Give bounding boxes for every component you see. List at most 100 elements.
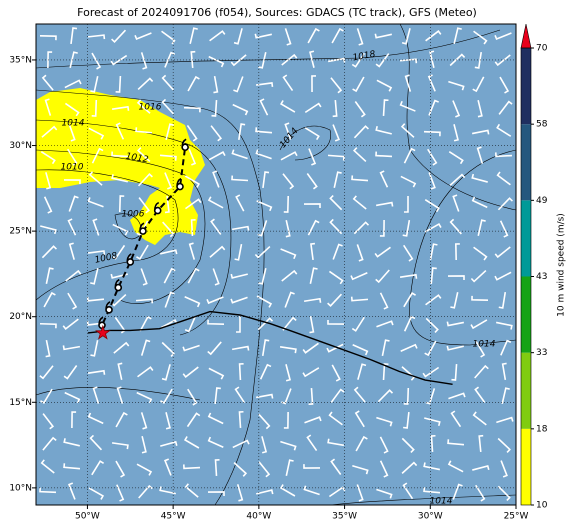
wind-barb: [161, 30, 176, 45]
wind-barb: [262, 171, 270, 189]
wind-barb: [282, 74, 294, 92]
wind-barb: [470, 319, 488, 330]
wind-barb: [212, 170, 220, 188]
wind-barb: [302, 342, 319, 354]
wind-barb: [471, 196, 488, 209]
contour-label: 1014: [430, 497, 453, 507]
wind-barb: [160, 249, 178, 255]
wind-barb: [258, 461, 271, 478]
wind-barb: [279, 346, 297, 354]
wind-barb: [330, 77, 343, 94]
wind-barb: [376, 488, 393, 499]
wind-barb: [236, 484, 244, 502]
wind-barb: [64, 391, 81, 404]
wind-barb: [207, 436, 224, 448]
wind-barb: [182, 344, 200, 352]
wind-barb: [230, 296, 248, 304]
wind-barb: [356, 244, 364, 262]
wind-barb: [471, 129, 490, 135]
wind-barb: [164, 195, 170, 214]
wind-barb: [497, 197, 513, 211]
wind-barb: [41, 245, 57, 259]
wind-barb: [472, 464, 490, 471]
wind-barb: [110, 273, 128, 279]
wind-barb: [135, 298, 154, 304]
wind-barb: [350, 296, 369, 302]
wind-barb: [447, 439, 465, 446]
wind-barb: [308, 148, 317, 166]
wind-barb: [497, 437, 511, 453]
wind-barb: [231, 175, 249, 182]
wind-barb: [353, 125, 369, 139]
contour-label: 1014: [473, 340, 496, 350]
wind-barb: [111, 244, 126, 260]
wind-barb: [187, 388, 198, 406]
isobar: [35, 169, 179, 301]
wind-barb: [494, 246, 511, 259]
wind-barb: [448, 151, 464, 165]
wind-barb: [379, 436, 389, 454]
wind-barb: [254, 33, 272, 39]
colorbar-label: 10 m wind speed (m/s): [557, 213, 567, 317]
wind-barb: [164, 172, 173, 190]
lon-tick-label: 50°W: [75, 512, 100, 522]
wind-barb: [111, 442, 129, 450]
wind-barb: [39, 487, 57, 494]
wind-barb: [354, 101, 366, 118]
wind-barb: [137, 366, 154, 378]
wind-barb: [425, 30, 442, 42]
wind-barb: [424, 417, 441, 427]
wind-barb: [188, 242, 196, 260]
wind-barb: [259, 363, 272, 380]
wind-barb: [231, 345, 250, 351]
wind-barb: [162, 221, 175, 238]
wind-barb: [331, 364, 341, 382]
wind-barb: [400, 123, 415, 138]
wind-barb: [45, 267, 54, 284]
wind-barb: [375, 53, 390, 68]
wind-barb: [67, 218, 77, 236]
wind-barb: [498, 100, 513, 115]
wind-barb: [258, 52, 267, 69]
wind-barb: [115, 75, 122, 93]
wind-barb: [140, 412, 148, 430]
lon-tick-label: 35°W: [332, 512, 357, 522]
wind-barb: [40, 388, 53, 404]
wind-barb: [233, 28, 243, 45]
wind-barb: [428, 99, 439, 116]
contour-label: 1010: [61, 163, 84, 173]
wind-barb: [283, 411, 289, 429]
wind-barb: [404, 74, 412, 92]
wind-barb: [303, 203, 321, 208]
wind-barb: [472, 76, 485, 93]
wind-barb: [238, 410, 244, 429]
colorbar-extension: [520, 23, 532, 49]
forecast-track-line: [100, 147, 187, 334]
wind-barb: [327, 319, 345, 325]
wind-barb: [453, 27, 462, 44]
wind-barb: [284, 291, 295, 308]
lat-tick-label: 15°N: [9, 398, 32, 408]
wind-barb: [90, 268, 99, 285]
wind-barb: [311, 75, 316, 93]
wind-barb: [42, 413, 55, 430]
wind-barb: [496, 123, 512, 137]
wind-barb: [494, 271, 512, 281]
wind-barb: [135, 127, 153, 134]
colorbar-tick-label: 18: [536, 424, 548, 434]
wind-barb: [113, 341, 130, 354]
wind-barb: [255, 82, 274, 87]
wind-barb: [377, 389, 394, 403]
wind-barb: [382, 363, 389, 381]
wind-barb: [62, 318, 79, 330]
wind-barb: [355, 435, 368, 452]
wind-barb: [140, 268, 148, 286]
wind-barb: [258, 268, 267, 285]
wind-barb: [64, 102, 80, 117]
wind-barb: [375, 201, 394, 207]
wind-barb: [285, 459, 294, 476]
wind-barb: [400, 175, 417, 188]
wind-barb: [238, 123, 246, 141]
wind-barb: [400, 343, 418, 352]
